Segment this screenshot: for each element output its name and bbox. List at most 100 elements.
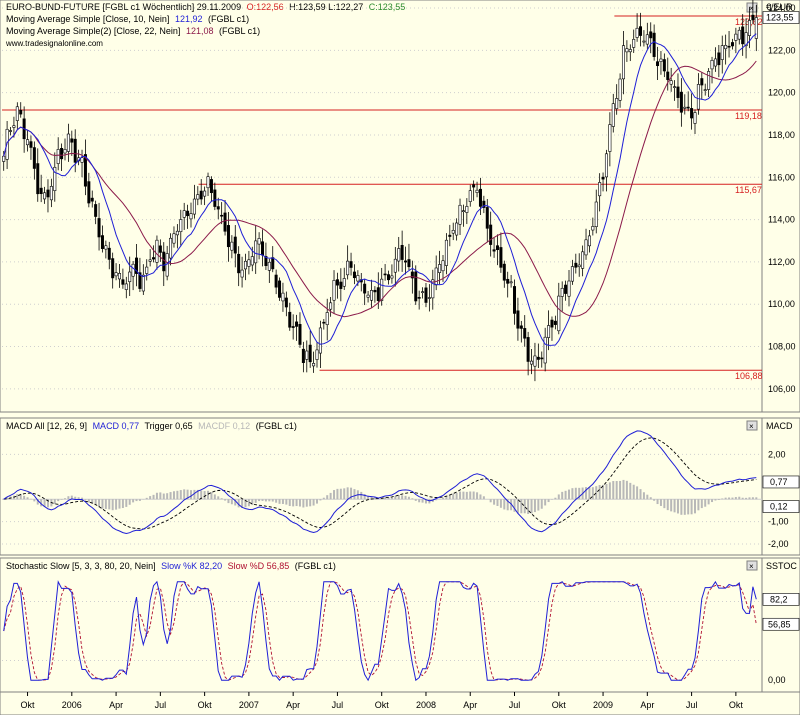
candle-body — [370, 290, 372, 300]
price-tick-label: 112,00 — [768, 257, 795, 267]
macdf-bar — [442, 498, 444, 499]
macdf-bar — [360, 492, 362, 499]
macdf-bar — [156, 493, 158, 499]
macdf-bar — [108, 499, 110, 509]
macdf-bar — [343, 488, 345, 499]
macd-panel-close-button[interactable]: × — [747, 421, 757, 431]
candle-body — [363, 284, 365, 293]
macdf-bar — [374, 498, 376, 500]
candle-body — [752, 15, 754, 20]
candle-body — [272, 258, 274, 269]
macdf-bar — [650, 497, 652, 499]
candle-body — [530, 361, 532, 364]
macdf-bar — [636, 486, 638, 499]
candle-body — [428, 298, 430, 299]
macdf-bar — [490, 499, 492, 502]
candle-body — [650, 32, 652, 38]
macdf-bar — [548, 499, 550, 502]
macdf-bar — [660, 499, 662, 506]
candle-body — [268, 262, 270, 270]
candle-body — [500, 247, 502, 267]
macdf-bar — [496, 499, 498, 506]
candle-body — [60, 148, 62, 159]
ma10-label: Moving Average Simple [Close, 10, Nein] — [6, 14, 169, 24]
macdf-bar — [503, 499, 505, 509]
macdf-bar — [592, 487, 594, 499]
candle-body — [636, 28, 638, 37]
candle-body — [394, 259, 396, 272]
candle-body — [571, 267, 573, 282]
ma22-label: Moving Average Simple(2) [Close, 22, Nei… — [6, 26, 180, 36]
macdf-bar — [23, 496, 25, 499]
macdf-bar — [452, 494, 454, 500]
macdf-bar — [105, 499, 107, 509]
macdf-bar — [227, 499, 229, 503]
candle-body — [541, 358, 543, 359]
candle-body — [602, 177, 604, 179]
macdf-bar — [476, 492, 478, 499]
candle-body — [43, 193, 45, 199]
candle-body — [469, 191, 471, 202]
stoch-panel-close-button[interactable]: × — [747, 561, 757, 571]
candle-body — [684, 107, 686, 108]
candle-body — [81, 158, 83, 163]
candle-body — [476, 190, 478, 192]
macdf-bar — [27, 497, 29, 499]
macd-header-trigger: Trigger 0,65 — [144, 421, 192, 431]
candle-body — [472, 185, 474, 187]
candle-body — [333, 280, 335, 300]
macdf-bar — [340, 489, 342, 499]
candle-body — [353, 272, 355, 278]
candle-body — [398, 248, 400, 261]
candle-body — [489, 225, 491, 245]
macdf-bar — [721, 498, 723, 499]
candle-body — [20, 110, 22, 114]
candle-body — [551, 320, 553, 327]
header-hlc: H:123,59 L:122,27 — [289, 2, 363, 12]
candle-body — [575, 263, 577, 267]
candle-body — [9, 131, 11, 132]
time-tick-label: Jul — [155, 700, 167, 710]
macdf-bar — [180, 490, 182, 499]
candle-body — [670, 81, 672, 85]
candle-body — [71, 139, 73, 142]
candle-body — [639, 27, 641, 36]
header-line-1: EURO-BUND-FUTURE [FGBL c1 Wöchentlich] 2… — [6, 2, 405, 12]
candle-body — [323, 322, 325, 323]
macdf-bar — [653, 499, 655, 501]
macdf-bar — [289, 499, 291, 506]
candle-body — [357, 275, 359, 281]
candle-body — [415, 272, 417, 301]
macdf-bar — [88, 499, 90, 502]
candle-body — [248, 260, 250, 267]
macdf-bar — [16, 494, 18, 499]
macdf-bar — [129, 499, 131, 505]
macdf-bar — [272, 499, 274, 501]
price-panel-close-button[interactable]: × — [747, 3, 757, 13]
candle-body — [163, 252, 165, 271]
candle-body — [129, 272, 131, 282]
macdf-bar — [633, 485, 635, 499]
macdf-bar — [459, 492, 461, 500]
candle-body — [673, 87, 675, 88]
macdf-bar — [275, 499, 277, 502]
price-tick-label: 114,00 — [768, 215, 795, 225]
macdf-bar — [745, 498, 747, 499]
macd-header-suffix: (FGBL c1) — [256, 421, 297, 431]
macdf-bar — [33, 499, 35, 501]
macdf-bar — [125, 499, 127, 507]
macdf-bar — [296, 499, 298, 506]
candle-body — [207, 177, 209, 188]
candle-body — [667, 72, 669, 80]
macdf-bar — [541, 499, 543, 509]
header-line-3: Moving Average Simple(2) [Close, 22, Nei… — [6, 26, 260, 36]
close-icon: × — [749, 422, 754, 431]
candle-body — [718, 53, 720, 65]
macdf-bar — [701, 499, 703, 508]
candle-body — [255, 241, 257, 263]
macdf-bar — [619, 481, 621, 499]
macdf-bar — [691, 499, 693, 514]
candle-body — [57, 149, 59, 163]
candle-body — [186, 211, 188, 216]
macdf-bar — [708, 499, 710, 504]
